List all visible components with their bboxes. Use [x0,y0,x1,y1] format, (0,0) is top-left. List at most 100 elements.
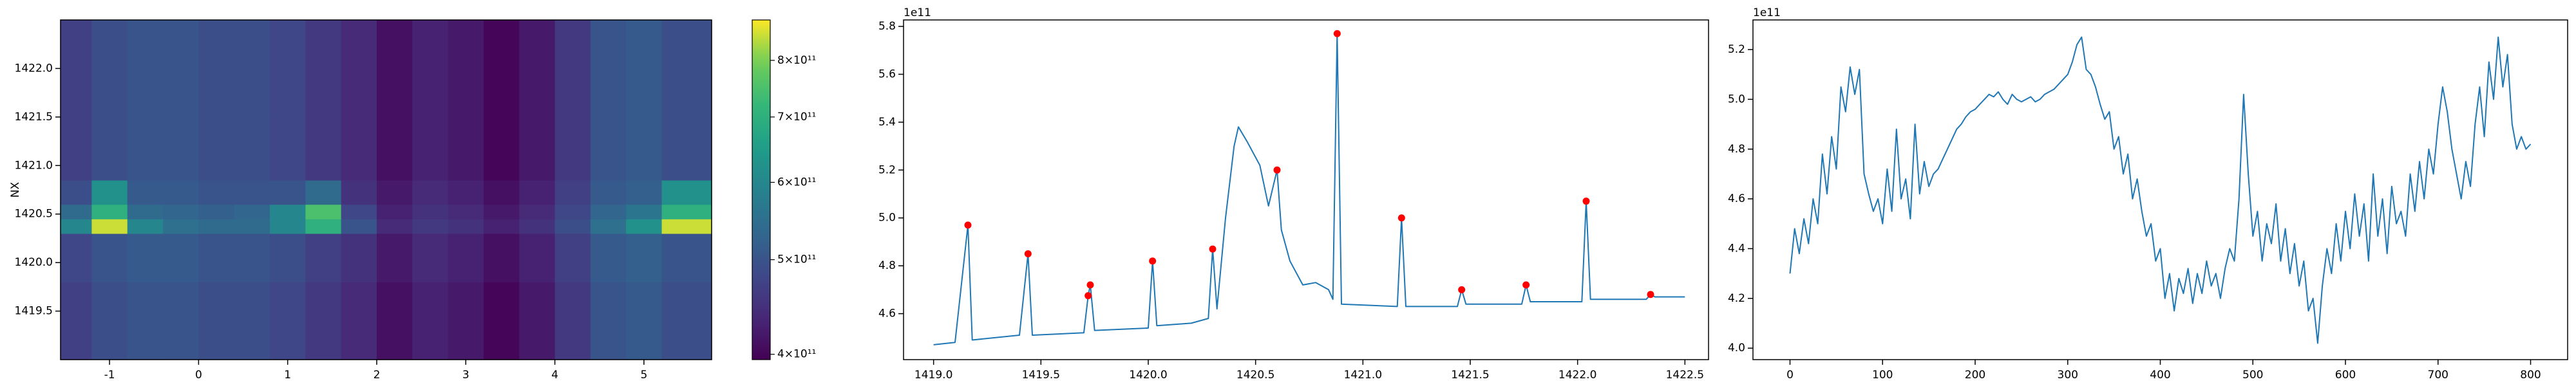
heatmap-cell [483,179,520,205]
heatmap-cell [554,204,591,219]
heatmap-cell [305,179,342,205]
heatmap-cell [590,282,627,360]
heatmap-cell [626,204,663,219]
axes-frame [1752,19,2568,360]
heatmap-cell [270,116,306,181]
heatmap-cell [412,116,449,181]
y-tick-label: 4.0 [1728,342,1745,354]
heatmap-cell [234,282,270,360]
heatmap-cell [61,282,93,360]
heatmap-cell [91,233,128,282]
x-tick-label: 700 [2428,369,2448,381]
x-tick-label: 3 [462,369,469,381]
heatmap-cell [519,116,556,181]
peak-marker [1086,281,1094,289]
x-tick-label: 1421.5 [1451,369,1489,381]
heatmap-cell [448,116,484,181]
heatmap-cell [448,20,484,118]
heatmap-cell [626,219,663,234]
y-tick-label: 4.8 [878,259,896,272]
heatmap-cell [127,20,164,118]
x-tick-label: 2 [374,369,381,381]
heatmap-cell [412,282,449,360]
heatmap-cell [626,179,663,205]
heatmap-cell [590,233,627,282]
x-tick-label: 4 [551,369,558,381]
peak-marker [1149,257,1157,265]
y-axis-label: NX [9,181,22,198]
heatmap-cell [270,233,306,282]
colorbar-tick-label: 7×10¹¹ [777,111,816,124]
x-tick-label: 1419.0 [914,369,952,381]
peak-marker [1522,281,1530,289]
heatmap-cell [341,179,377,205]
heatmap-cell [661,233,712,282]
heatmap-cell [198,179,235,205]
heatmap-cell [519,20,556,118]
heatmap-cell [661,116,712,181]
heatmap-cell [91,116,128,181]
heatmap-cell [626,233,663,282]
heatmap-cell [234,116,270,181]
heatmap-cell [270,179,306,205]
x-tick-label: 400 [2150,369,2170,381]
heatmap-cell [234,179,270,205]
heatmap-cell [127,179,164,205]
heatmap-cell [483,20,520,118]
heatmap-cell [376,233,413,282]
heatmap-cell [127,233,164,282]
heatmap-cell [626,282,663,360]
y-tick-label: 4.4 [1728,242,1745,255]
peak-marker [1458,286,1466,293]
y-tick-label: 4.8 [1728,143,1745,156]
heatmap-cell [305,282,342,360]
heatmap-cell [412,20,449,118]
axes-frame [60,19,712,360]
heatmap-cell [163,179,199,205]
heatmap-cell [61,233,93,282]
heatmap-cell [61,204,93,219]
heatmap-cell [661,282,712,360]
line [1789,36,2532,344]
heatmap-cell [626,20,663,118]
heatmap-cell [198,282,235,360]
x-tick-label: 500 [2242,369,2263,381]
heatmap-cell [163,219,199,234]
heatmap-cell [554,282,591,360]
x-tick-label: 100 [1872,369,1893,381]
heatmap-cell [661,204,712,219]
heatmap-cell [127,282,164,360]
heatmap-cell [483,282,520,360]
colorbar-tick-label: 8×10¹¹ [777,54,816,67]
x-tick-label: 200 [1965,369,1985,381]
heatmap-cell [163,20,199,118]
x-tick-label: 300 [2058,369,2078,381]
heatmap-cell [626,116,663,181]
y-tick-label: 1420.0 [15,256,53,269]
x-tick-label: 5 [640,369,647,381]
peak-marker [1273,166,1281,174]
y-tick-label: 4.6 [878,308,896,320]
heatmap-cell [198,20,235,118]
heatmap-cell [519,233,556,282]
heatmap-cell [483,219,520,234]
heatmap-cell [376,179,413,205]
y-tick-label: 5.8 [878,20,896,33]
heatmap-cell [554,233,591,282]
x-tick-label: 1422.0 [1558,369,1596,381]
heatmap-cell [163,233,199,282]
heatmap-cell [270,219,306,234]
heatmap-cell [519,204,556,219]
x-tick-label: -1 [104,369,115,381]
y-tick-label: 5.0 [878,212,896,225]
heatmap-cell [554,20,591,118]
heatmap-cell [91,20,128,118]
heatmap-cell [554,219,591,234]
heatmap-cell [305,219,342,234]
heatmap-cell [448,179,484,205]
y-tick-label: 5.6 [878,68,896,80]
heatmap-cell [448,233,484,282]
axes-frame [903,19,1709,360]
heatmap-cell [341,219,377,234]
x-tick-label: 1421.0 [1344,369,1382,381]
